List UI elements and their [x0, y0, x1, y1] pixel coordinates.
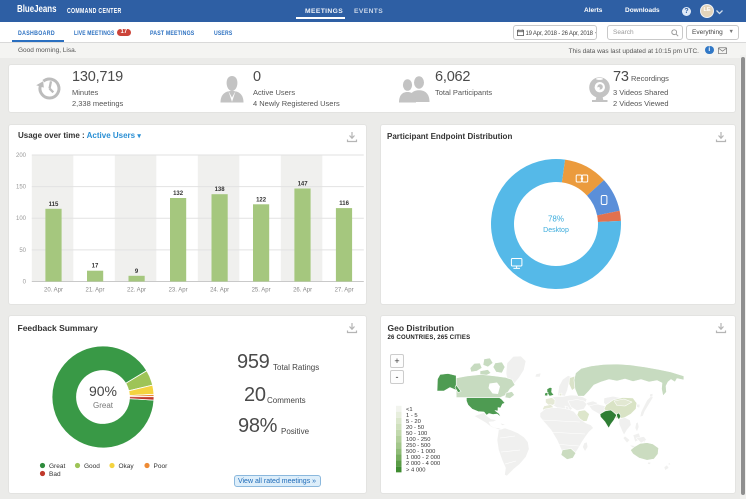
svg-text:138: 138 — [215, 187, 226, 193]
svg-text:Desktop: Desktop — [543, 227, 569, 234]
svg-text:27. Apr: 27. Apr — [335, 288, 354, 294]
svg-text:1 - 5: 1 - 5 — [406, 413, 418, 419]
svg-text:24. Apr: 24. Apr — [210, 288, 229, 294]
svg-text:<1: <1 — [406, 407, 413, 413]
svg-text:150: 150 — [16, 185, 27, 191]
svg-text:20. Apr: 20. Apr — [44, 288, 63, 294]
svg-text:Okay: Okay — [119, 463, 135, 470]
svg-text:23. Apr: 23. Apr — [169, 288, 188, 294]
svg-text:100 - 250: 100 - 250 — [406, 437, 431, 443]
svg-text:> 4 000: > 4 000 — [406, 467, 426, 473]
svg-text:200: 200 — [16, 153, 27, 159]
svg-text:21. Apr: 21. Apr — [85, 288, 104, 294]
svg-text:5 - 20: 5 - 20 — [406, 419, 421, 425]
svg-text:50 - 100: 50 - 100 — [406, 431, 427, 437]
svg-text:Bad: Bad — [49, 471, 61, 478]
svg-text:17: 17 — [92, 264, 99, 270]
svg-text:100: 100 — [16, 216, 27, 222]
svg-text:90%: 90% — [89, 383, 117, 399]
svg-text:Great: Great — [93, 401, 114, 410]
svg-text:26. Apr: 26. Apr — [293, 288, 312, 294]
svg-text:147: 147 — [298, 182, 309, 188]
svg-text:Poor: Poor — [154, 463, 169, 470]
svg-text:116: 116 — [339, 201, 349, 207]
svg-text:78%: 78% — [548, 215, 564, 224]
svg-text:25. Apr: 25. Apr — [252, 288, 271, 294]
svg-text:115: 115 — [49, 202, 59, 208]
svg-text:0: 0 — [23, 280, 27, 286]
svg-text:132: 132 — [173, 191, 184, 197]
svg-text:500 - 1 000: 500 - 1 000 — [406, 449, 435, 455]
svg-text:20 - 50: 20 - 50 — [406, 425, 424, 431]
svg-text:22. Apr: 22. Apr — [127, 288, 146, 294]
svg-text:2 000 - 4 000: 2 000 - 4 000 — [406, 461, 440, 467]
svg-text:Great: Great — [49, 463, 65, 470]
svg-text:1 000 - 2 000: 1 000 - 2 000 — [406, 455, 440, 461]
svg-text:250 - 500: 250 - 500 — [406, 443, 431, 449]
svg-text:122: 122 — [256, 197, 267, 203]
svg-text:9: 9 — [135, 269, 139, 275]
svg-text:Good: Good — [84, 463, 100, 470]
svg-text:50: 50 — [19, 248, 26, 254]
